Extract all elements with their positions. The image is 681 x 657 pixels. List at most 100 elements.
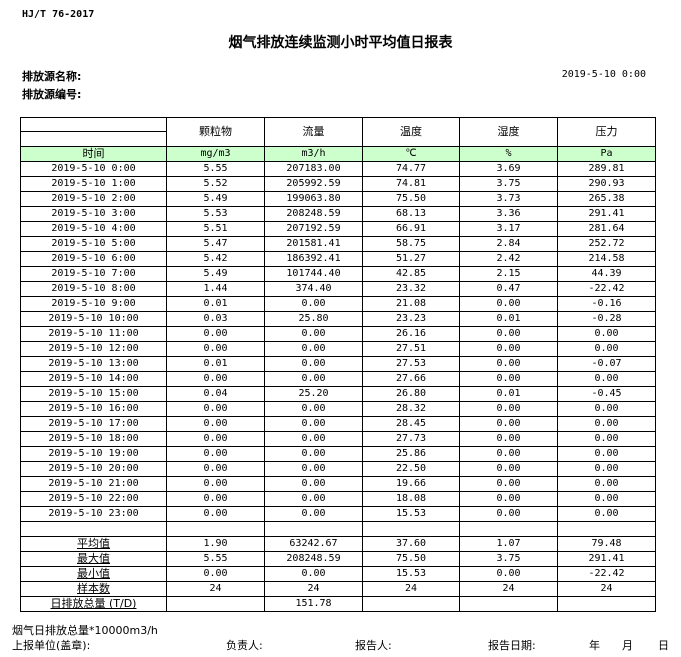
table-row: 2019-5-10 1:00 5.52 205992.59 74.81 3.75 290.… <box>20 176 656 192</box>
time-cell: 2019-5-10 2:00 <box>20 191 167 207</box>
value-cell: 0.01 <box>459 386 558 402</box>
value-cell: 0.01 <box>166 296 265 312</box>
summary-value: 79.48 <box>557 536 656 552</box>
blank-cell <box>459 521 558 537</box>
value-cell: 0.00 <box>557 341 656 357</box>
summary-value <box>166 596 265 612</box>
summary-row: 日排放总量 (T/D) 151.78 <box>20 596 656 612</box>
value-cell: 66.91 <box>362 221 460 237</box>
value-cell: 201581.41 <box>264 236 363 252</box>
table-row: 2019-5-10 18:00 0.00 0.00 27.73 0.00 0.00 <box>20 431 656 447</box>
summary-value: 63242.67 <box>264 536 363 552</box>
time-cell: 2019-5-10 11:00 <box>20 326 167 342</box>
blank-cell <box>166 521 265 537</box>
summary-value: 1.90 <box>166 536 265 552</box>
time-cell: 2019-5-10 8:00 <box>20 281 167 297</box>
value-cell: 5.49 <box>166 191 265 207</box>
time-cell: 2019-5-10 13:00 <box>20 356 167 372</box>
time-cell: 2019-5-10 5:00 <box>20 236 167 252</box>
summary-value: 208248.59 <box>264 551 363 567</box>
table-row: 2019-5-10 6:00 5.42 186392.41 51.27 2.42 214.… <box>20 251 656 267</box>
unit-cell: mg/m3 <box>166 146 265 162</box>
summary-value: 1.07 <box>459 536 558 552</box>
value-cell: 0.00 <box>557 416 656 432</box>
report-datetime: 2019-5-10 0:00 <box>561 69 646 80</box>
source-name-label: 排放源名称: <box>22 70 82 83</box>
value-cell: 2.15 <box>459 266 558 282</box>
table-row: 2019-5-10 11:00 0.00 0.00 26.16 0.00 0.00 <box>20 326 656 342</box>
value-cell: 0.00 <box>459 296 558 312</box>
value-cell: 186392.41 <box>264 251 363 267</box>
blank-cell <box>362 521 460 537</box>
value-cell: 19.66 <box>362 476 460 492</box>
value-cell: 374.40 <box>264 281 363 297</box>
value-cell: 0.00 <box>166 461 265 477</box>
value-cell: 5.53 <box>166 206 265 222</box>
value-cell: 0.00 <box>166 341 265 357</box>
time-cell: 2019-5-10 0:00 <box>20 161 167 177</box>
report-title: 烟气排放连续监测小时平均值日报表 <box>228 35 453 51</box>
time-header: 时间 <box>20 146 167 162</box>
value-cell: 0.00 <box>166 431 265 447</box>
table-row: 2019-5-10 22:00 0.00 0.00 18.08 0.00 0.00 <box>20 491 656 507</box>
value-cell: 23.32 <box>362 281 460 297</box>
value-cell: 3.69 <box>459 161 558 177</box>
value-cell: 75.50 <box>362 191 460 207</box>
value-cell: 0.00 <box>166 446 265 462</box>
table-row: 2019-5-10 19:00 0.00 0.00 25.86 0.00 0.00 <box>20 446 656 462</box>
time-cell: 2019-5-10 17:00 <box>20 416 167 432</box>
value-cell: -0.07 <box>557 356 656 372</box>
summary-label: 平均值 <box>20 536 167 552</box>
summary-value: 37.60 <box>362 536 460 552</box>
table-row: 2019-5-10 0:00 5.55 207183.00 74.77 3.69 289.… <box>20 161 656 177</box>
time-cell: 2019-5-10 3:00 <box>20 206 167 222</box>
value-cell: 0.00 <box>264 446 363 462</box>
blank-row <box>20 521 656 537</box>
value-cell: 27.66 <box>362 371 460 387</box>
value-cell: 0.00 <box>264 341 363 357</box>
summary-value: 75.50 <box>362 551 460 567</box>
reporter-label: 报告人: <box>355 639 392 652</box>
value-cell: -0.45 <box>557 386 656 402</box>
standard-code: HJ/T 76-2017 <box>22 9 95 20</box>
value-cell: 5.55 <box>166 161 265 177</box>
value-cell: 0.00 <box>264 506 363 522</box>
reporting-unit-label: 上报单位(盖章): <box>12 639 91 652</box>
value-cell: 199063.80 <box>264 191 363 207</box>
summary-value <box>362 596 460 612</box>
summary-label: 最大值 <box>20 551 167 567</box>
value-cell: 26.16 <box>362 326 460 342</box>
value-cell: 0.00 <box>166 416 265 432</box>
value-cell: 290.93 <box>557 176 656 192</box>
unit-cell: Pa <box>557 146 656 162</box>
value-cell: 0.00 <box>264 431 363 447</box>
value-cell: 25.20 <box>264 386 363 402</box>
value-cell: 208248.59 <box>264 206 363 222</box>
value-cell: 5.42 <box>166 251 265 267</box>
table-row: 2019-5-10 20:00 0.00 0.00 22.50 0.00 0.00 <box>20 461 656 477</box>
time-cell: 2019-5-10 6:00 <box>20 251 167 267</box>
value-cell: 0.00 <box>557 446 656 462</box>
value-cell: 26.80 <box>362 386 460 402</box>
value-cell: 5.47 <box>166 236 265 252</box>
table-row: 2019-5-10 23:00 0.00 0.00 15.53 0.00 0.00 <box>20 506 656 522</box>
value-cell: 214.58 <box>557 251 656 267</box>
value-cell: 252.72 <box>557 236 656 252</box>
value-cell: 0.00 <box>459 371 558 387</box>
value-cell: 1.44 <box>166 281 265 297</box>
value-cell: 0.47 <box>459 281 558 297</box>
value-cell: 0.00 <box>557 431 656 447</box>
summary-value: 5.55 <box>166 551 265 567</box>
day-label: 日 <box>658 639 669 652</box>
time-cell: 2019-5-10 23:00 <box>20 506 167 522</box>
table-row: 2019-5-10 14:00 0.00 0.00 27.66 0.00 0.00 <box>20 371 656 387</box>
value-cell: 0.00 <box>166 401 265 417</box>
value-cell: 18.08 <box>362 491 460 507</box>
value-cell: 0.00 <box>264 491 363 507</box>
time-cell: 2019-5-10 7:00 <box>20 266 167 282</box>
summary-row: 最大值 5.55 208248.59 75.50 3.75 291.41 <box>20 551 656 567</box>
value-cell: 74.81 <box>362 176 460 192</box>
value-cell: 3.17 <box>459 221 558 237</box>
value-cell: 0.04 <box>166 386 265 402</box>
